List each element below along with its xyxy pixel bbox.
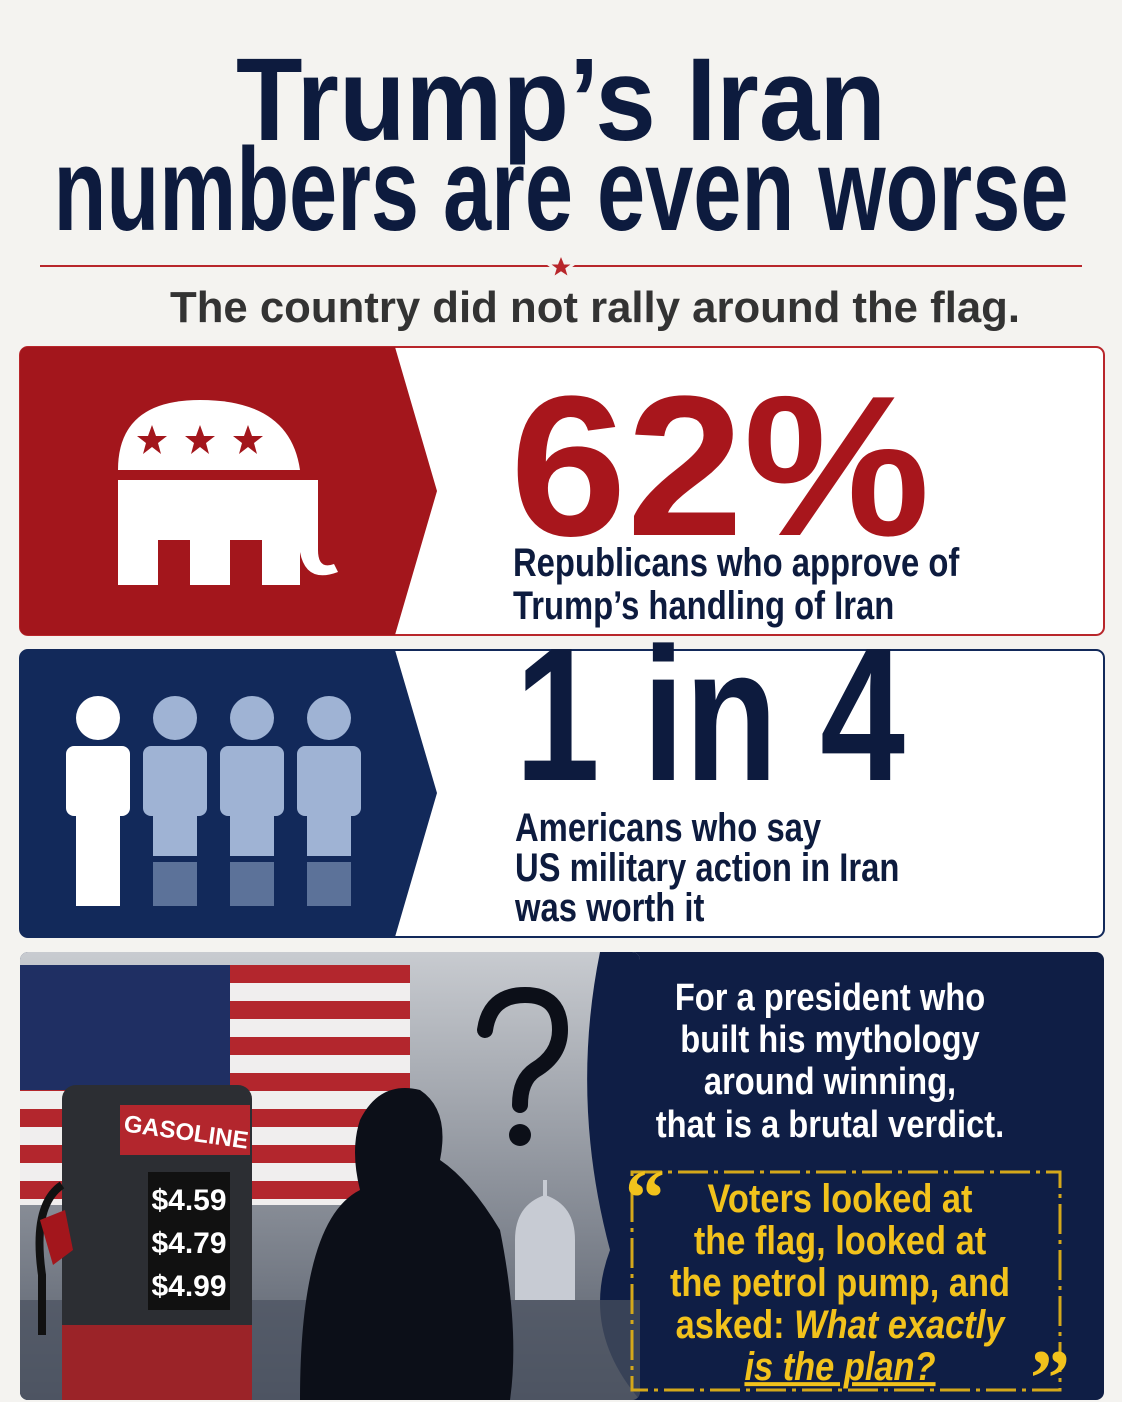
quote-line: asked: What exactly <box>676 1302 1007 1347</box>
divider-star <box>542 248 580 283</box>
stat-caption: Republicans who approve of <box>513 540 960 585</box>
statement: that is a brutal verdict. <box>656 1103 1005 1146</box>
quote-question: is the plan? <box>744 1344 935 1389</box>
statement: For a president who <box>675 976 985 1019</box>
quote-line: the flag, looked at <box>694 1218 986 1263</box>
price: $4.79 <box>151 1227 226 1260</box>
elephant-icon <box>118 400 338 585</box>
quote-close: ” <box>1030 1335 1070 1402</box>
subtitle: The country did not rally around the fla… <box>170 283 1020 332</box>
stat-caption: Americans who say <box>515 805 822 850</box>
quote-question: What exactly <box>794 1302 1006 1347</box>
price: $4.59 <box>151 1184 226 1217</box>
quote-line: the petrol pump, and <box>670 1260 1010 1305</box>
quote-text: asked: <box>676 1302 795 1347</box>
stat-value: 62% <box>510 355 930 578</box>
title-line: numbers are even worse <box>54 124 1069 256</box>
question-icon-dot <box>509 1124 531 1146</box>
price: $4.99 <box>151 1270 226 1303</box>
stat-caption: Trump’s handling of Iran <box>513 583 894 628</box>
quote-open: “ <box>625 1155 665 1243</box>
stat-caption: was worth it <box>514 885 704 930</box>
title-line: Trump’s Iran <box>236 34 886 166</box>
quote-line: Voters looked at <box>707 1176 972 1221</box>
statement: built his mythology <box>680 1018 980 1061</box>
people-icon <box>66 696 361 906</box>
quote-frame <box>630 1170 1062 1392</box>
question-icon <box>477 986 569 1113</box>
stat-value: 1 in 4 <box>515 609 905 821</box>
scene <box>20 952 640 1400</box>
stat-caption: US military action in Iran <box>515 845 899 890</box>
statement: around winning, <box>704 1060 956 1103</box>
